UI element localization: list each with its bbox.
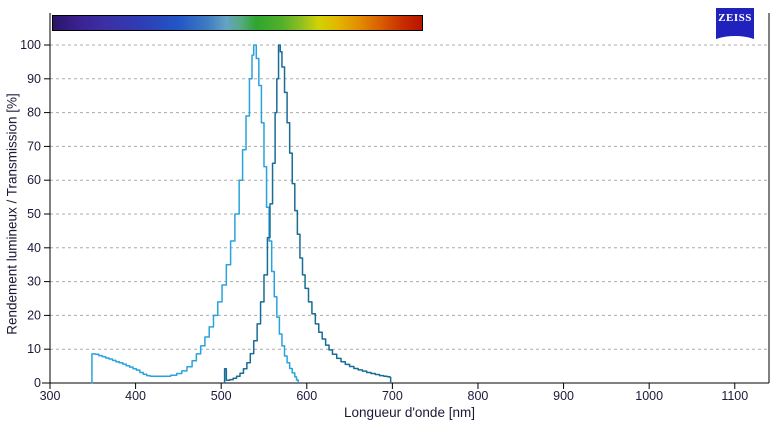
y-tick-label: 30 bbox=[27, 275, 41, 289]
x-tick-label: 1000 bbox=[635, 389, 663, 403]
y-tick-label: 100 bbox=[20, 38, 41, 52]
y-tick-label: 40 bbox=[27, 241, 41, 255]
x-tick-label: 500 bbox=[211, 389, 232, 403]
y-tick-label: 20 bbox=[27, 308, 41, 322]
zeiss-logo-box bbox=[716, 8, 754, 41]
zeiss-logo-swoosh bbox=[716, 36, 754, 41]
x-tick-label: 800 bbox=[468, 389, 489, 403]
x-tick-label: 700 bbox=[382, 389, 403, 403]
light-blue-curve bbox=[91, 44, 299, 384]
y-tick-label: 80 bbox=[27, 106, 41, 120]
dark-blue-curve bbox=[223, 44, 392, 384]
x-axis-title: Longueur d'onde [nm] bbox=[344, 405, 475, 420]
y-tick-label: 70 bbox=[27, 139, 41, 153]
x-tick-label: 1100 bbox=[721, 389, 748, 403]
x-tick-label: 400 bbox=[125, 389, 146, 403]
y-tick-label: 90 bbox=[27, 72, 41, 86]
y-tick-label: 50 bbox=[27, 207, 41, 221]
y-tick-label: 0 bbox=[34, 376, 41, 390]
zeiss-logo: ZEISS bbox=[716, 8, 754, 41]
y-tick-label: 10 bbox=[27, 342, 41, 356]
x-tick-label: 900 bbox=[553, 389, 574, 403]
x-tick-label: 300 bbox=[40, 389, 61, 403]
y-tick-label: 60 bbox=[27, 173, 41, 187]
x-tick-label: 600 bbox=[296, 389, 317, 403]
zeiss-logo-text: ZEISS bbox=[718, 12, 752, 24]
visible-spectrum-colorbar bbox=[51, 15, 424, 31]
